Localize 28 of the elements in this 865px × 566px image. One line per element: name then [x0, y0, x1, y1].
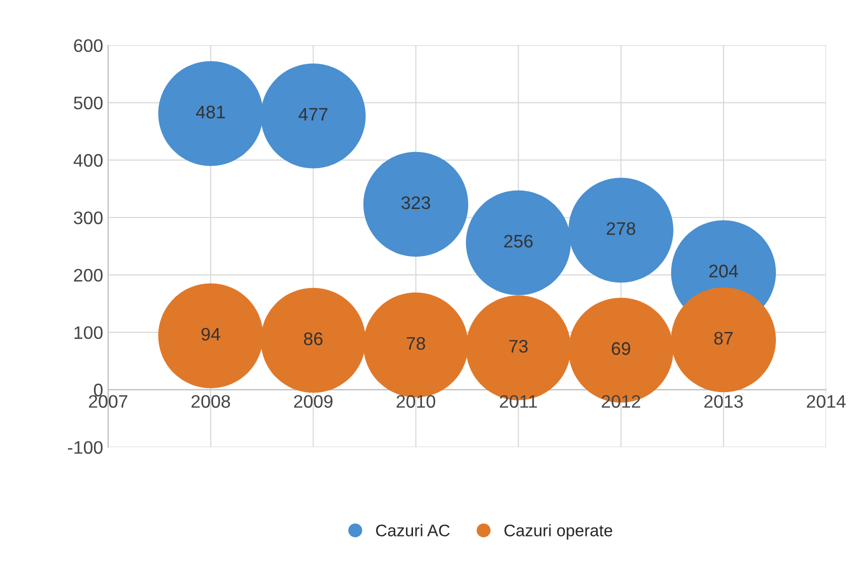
data-label: 278 — [606, 222, 636, 235]
data-label: 86 — [304, 332, 322, 346]
y-tick-label: -100 — [68, 441, 103, 454]
y-tick-label: 500 — [74, 96, 103, 110]
data-label: 78 — [406, 337, 426, 350]
y-tick-label: 100 — [74, 326, 103, 340]
data-label: 481 — [196, 106, 225, 118]
x-tick-label: 2008 — [192, 395, 230, 408]
data-label: 69 — [612, 342, 630, 355]
data-label: 73 — [509, 340, 528, 353]
x-tick-label: 2010 — [396, 395, 436, 408]
x-tick-label: 2013 — [704, 395, 743, 408]
y-tick-label: 0 — [94, 384, 103, 396]
x-tick-label: 2007 — [88, 395, 128, 408]
x-tick-label: 2009 — [294, 395, 332, 408]
legend-label: Cazuri AC — [376, 524, 450, 536]
y-tick-label: 300 — [74, 211, 103, 224]
y-tick-label: 200 — [74, 268, 103, 282]
data-label: 477 — [298, 108, 328, 121]
data-label: 94 — [201, 328, 220, 341]
data-label: 256 — [504, 234, 533, 248]
data-label: 87 — [714, 332, 733, 345]
y-tick-label: 600 — [74, 39, 103, 52]
data-label: 204 — [709, 264, 738, 278]
legend-label: Cazuri operate — [504, 524, 612, 540]
x-tick-label: 2014 — [806, 395, 846, 408]
data-label: 323 — [401, 196, 430, 210]
y-tick-label: 400 — [74, 154, 103, 167]
